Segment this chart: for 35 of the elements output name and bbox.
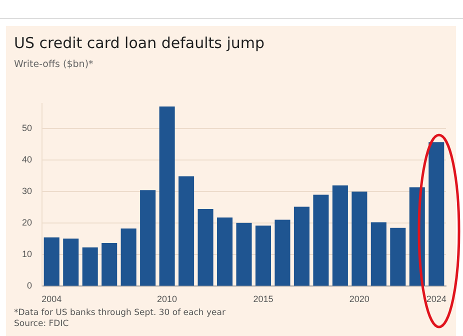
y-tick-label: 30: [22, 186, 32, 196]
bar: [352, 192, 368, 286]
x-tick-label: 2020: [349, 294, 370, 304]
bar: [236, 222, 252, 286]
x-tick-label: 2004: [42, 294, 62, 304]
bar: [140, 190, 156, 286]
bar: [332, 185, 348, 286]
y-tick-label: 20: [22, 218, 32, 228]
bar: [217, 217, 233, 286]
bar: [102, 243, 118, 286]
bar: [82, 247, 98, 286]
bar: [390, 228, 406, 286]
y-tick-label: 40: [22, 154, 32, 165]
chart-title: US credit card loan defaults jump: [14, 34, 265, 52]
bar: [120, 228, 136, 286]
chart-subtitle: Write-offs ($bn)*: [14, 59, 94, 70]
bar: [178, 176, 194, 286]
bar: [198, 208, 214, 286]
bar: [44, 237, 60, 286]
bar: [159, 106, 175, 286]
text: *Data for US banks through Sept. 30 of each year: [14, 308, 226, 319]
bar: [370, 222, 386, 286]
bar: [274, 220, 290, 286]
x-tick-label: 2010: [157, 294, 178, 304]
y-tick-label: 0: [26, 280, 32, 291]
bar: [313, 194, 329, 286]
bar: [294, 206, 310, 286]
bar: [255, 226, 272, 286]
x-tick-label: 2024: [426, 294, 446, 304]
x-tick-label: 2015: [253, 294, 274, 304]
source-note: Source: FDIC: [14, 319, 70, 330]
y-tick-label: 50: [22, 123, 32, 134]
bar: [428, 142, 444, 286]
bar: [63, 238, 79, 286]
y-tick-label: 10: [22, 249, 32, 260]
